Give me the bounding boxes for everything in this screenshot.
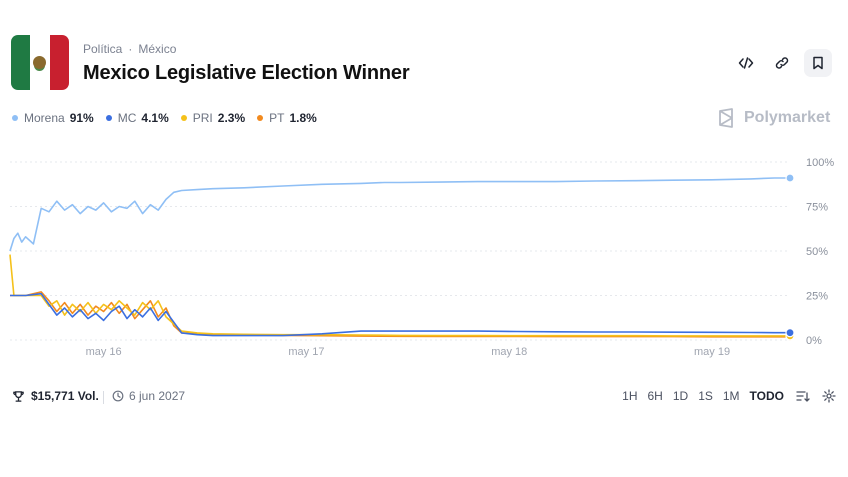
- legend-item-pt[interactable]: PT 1.8%: [257, 111, 317, 125]
- legend-name: PRI: [192, 111, 213, 125]
- series-end-point-mc: [785, 328, 795, 338]
- volume: $15,771 Vol.: [12, 389, 99, 403]
- legend-value: 1.8%: [289, 111, 317, 125]
- breadcrumb-category[interactable]: Política: [83, 42, 123, 56]
- brand-name: Polymarket: [744, 109, 831, 126]
- trophy-icon: [13, 390, 24, 402]
- link-icon: [775, 57, 789, 69]
- range-1h[interactable]: 1H: [622, 389, 638, 403]
- volume-value: $15,771 Vol.: [31, 389, 99, 403]
- x-tick-label: may 19: [694, 346, 730, 358]
- price-chart[interactable]: 100% 75% 50% 25% 0% may 16 may 17 may 18 may 19: [0, 140, 848, 360]
- y-tick-label: 25%: [806, 291, 828, 303]
- legend-value: 2.3%: [217, 111, 246, 125]
- legend-item-morena[interactable]: Morena 91%: [12, 111, 94, 125]
- x-tick-label: may 17: [288, 346, 324, 358]
- bookmark-button[interactable]: [804, 49, 832, 77]
- footer-divider: [103, 391, 104, 404]
- polymarket-icon: [719, 108, 733, 128]
- x-tick-label: may 16: [86, 346, 122, 358]
- breadcrumb: Política · México: [83, 42, 177, 56]
- legend-name: MC: [117, 111, 137, 125]
- breadcrumb-subcategory[interactable]: México: [138, 42, 177, 56]
- gear-icon: [822, 389, 836, 403]
- legend-dot: [12, 115, 18, 121]
- range-6h[interactable]: 6H: [647, 389, 663, 403]
- series-line-morena: [9, 177, 790, 252]
- range-1s[interactable]: 1S: [698, 389, 713, 403]
- legend-dot: [180, 115, 187, 121]
- y-tick-label: 0%: [806, 335, 822, 347]
- code-icon: [738, 57, 754, 69]
- series-line-pri: [9, 254, 790, 337]
- legend-name: PT: [269, 111, 285, 125]
- copy-link-button[interactable]: [768, 49, 796, 77]
- page-title: Mexico Legislative Election Winner: [83, 62, 410, 84]
- legend-value: 91%: [69, 111, 94, 125]
- sort-button[interactable]: [796, 389, 810, 403]
- clock-icon: [112, 390, 124, 402]
- end-date: 6 jun 2027: [112, 389, 185, 403]
- legend-name: Morena: [24, 111, 65, 125]
- range-1m[interactable]: 1M: [722, 389, 740, 403]
- legend-dot: [105, 115, 112, 121]
- polymarket-logo: Polymarket: [716, 108, 830, 128]
- embed-button[interactable]: [732, 49, 760, 77]
- legend-dot: [257, 115, 264, 121]
- mexico-flag-icon: [11, 35, 69, 90]
- end-date-value: 6 jun 2027: [129, 389, 186, 403]
- settings-button[interactable]: [822, 389, 836, 403]
- range-todo[interactable]: TODO: [749, 389, 784, 403]
- x-tick-label: may 18: [491, 346, 527, 358]
- series-line-pt: [10, 291, 790, 338]
- range-1d[interactable]: 1D: [672, 389, 689, 403]
- time-range-selector: 1H 6H 1D 1S 1M TODO: [612, 389, 836, 403]
- series-line-mc: [10, 292, 790, 337]
- chart-footer: $15,771 Vol. 6 jun 2027 1H 6H 1D 1S 1M TODO: [12, 389, 836, 407]
- y-tick-label: 100%: [806, 157, 834, 169]
- legend-item-pri[interactable]: PRI 2.3%: [180, 111, 246, 125]
- bookmark-icon: [813, 56, 823, 70]
- chart-legend: Morena 91% MC 4.1% PRI 2.3% PT 1.8%: [12, 111, 329, 125]
- y-tick-label: 75%: [806, 202, 828, 214]
- sort-icon: [796, 391, 810, 402]
- legend-value: 4.1%: [141, 111, 169, 125]
- legend-item-mc[interactable]: MC 4.1%: [105, 111, 169, 125]
- series-end-point-morena: [785, 173, 795, 183]
- y-tick-label: 50%: [806, 246, 828, 258]
